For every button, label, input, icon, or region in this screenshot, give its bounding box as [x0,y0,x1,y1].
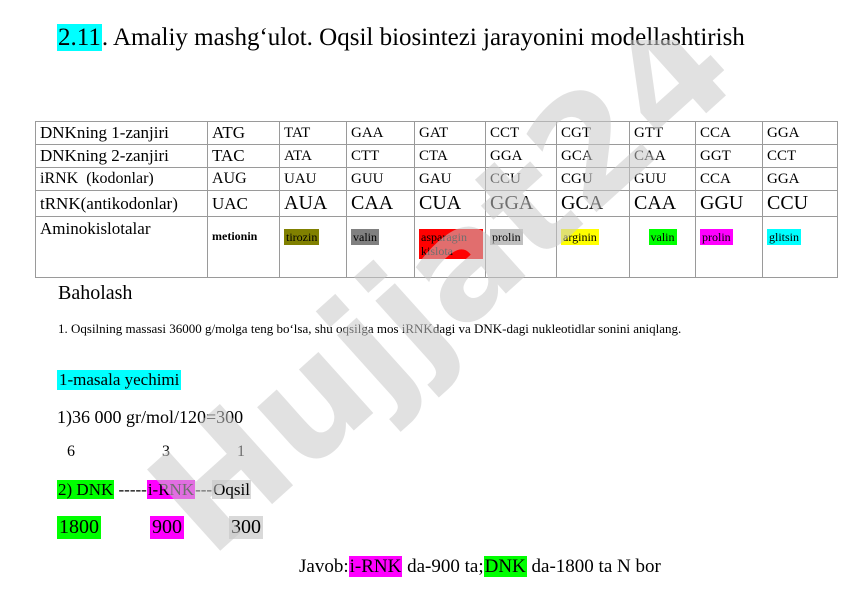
amino-label: asparagin kislota [419,229,483,259]
table-cell: AUG [207,167,280,191]
row-label: DNKning 1-zanjiri [35,121,208,145]
table-cell: GAA [346,121,415,145]
ratio-irnk: 3 [162,443,170,460]
table-cell: CCU [485,167,557,191]
chain-sep: ----- [114,480,147,499]
codon-table: DNKning 1-zanjiri ATG TAT GAA GAT CCT CG… [35,121,838,278]
amino-label: valin [351,229,379,245]
table-cell: GGA [485,190,557,217]
table-cell: GGA [485,144,557,168]
chain-oqsil: Oqsil [212,480,251,499]
calculation: 1)36 000 gr/mol/120=300 [57,407,244,427]
amino-label: tirozin [284,229,320,245]
chain-dnk: 2) DNK [57,480,115,499]
table-cell: CGU [556,167,630,191]
table-cell: GCA [556,144,630,168]
section-heading: Baholash [58,282,133,304]
chain-irnk: i-RNK [146,480,196,499]
table-cell: ATA [279,144,347,168]
amino-label: prolin [490,229,523,245]
row-label: DNKning 2-zanjiri [35,144,208,168]
table-row-trnk: tRNK(antikodonlar) UAC AUA CAA CUA GGA G… [35,190,838,217]
table-cell: CGT [556,121,630,145]
table-row-dnk1: DNKning 1-zanjiri ATG TAT GAA GAT CCT CG… [35,121,838,145]
amino-label: valin [648,229,677,245]
table-cell: CAA [629,144,696,168]
table-cell: GUU [629,167,696,191]
table-row-amino: Aminokislotalar metionin tirozin valin a… [35,216,838,278]
table-cell: GGA [762,121,838,145]
table-row-irnk: iRNK (kodonlar) AUG UAU GUU GAU CCU CGU … [35,167,838,191]
answer-mid: da-900 ta; [402,556,484,577]
answer-dnk: DNK [483,556,527,577]
question-text: 1. Oqsilning massasi 36000 g/molga teng … [58,321,682,336]
value-oqsil: 300 [229,516,263,539]
table-cell: CTT [346,144,415,168]
page-title: 2.11. Amaliy mashg‘ulot. Oqsil biosintez… [57,24,745,52]
table-cell: CCT [762,144,838,168]
table-cell: AUA [279,190,347,217]
table-cell: TAC [207,144,280,168]
table-cell: CCA [695,121,763,145]
table-cell: CAA [346,190,415,217]
table-cell: CCA [695,167,763,191]
amino-cell: valin [346,216,415,278]
table-cell: UAU [279,167,347,191]
table-cell: CCT [485,121,557,145]
section-number: 2.11 [57,24,102,51]
answer-prefix: Javob: [299,556,349,577]
row-label: Aminokislotalar [35,216,208,278]
solution-title: 1-masala yechimi [57,370,182,390]
chain-sep: --- [195,480,213,499]
table-cell: GGU [695,190,763,217]
table-cell: CUA [414,190,486,217]
answer-line: Javob:i-RNK da-900 ta;DNK da-1800 ta N b… [299,556,661,578]
answer-suffix: da-1800 ta N bor [526,556,661,577]
table-cell: GCA [556,190,630,217]
ratio-dnk: 6 [67,443,75,460]
amino-label: glitsin [767,229,802,245]
table-cell: GGT [695,144,763,168]
amino-label: prolin [700,229,733,245]
title-text: . Amaliy mashg‘ulot. Oqsil biosintezi ja… [101,24,745,51]
row-label: tRNK(antikodonlar) [35,190,208,217]
amino-cell: arginin [556,216,630,278]
table-cell: TAT [279,121,347,145]
table-cell: ATG [207,121,280,145]
table-cell: GTT [629,121,696,145]
chain-line: 2) DNK -----i-RNK---Oqsil [57,480,251,500]
amino-cell: asparagin kislota [414,216,486,278]
amino-cell: tirozin [279,216,347,278]
amino-cell: prolin [485,216,557,278]
table-cell: UAC [207,190,280,217]
table-cell: CTA [414,144,486,168]
value-dnk: 1800 [57,516,101,539]
table-cell: GAT [414,121,486,145]
answer-irnk: i-RNK [348,556,403,577]
table-cell: CAA [629,190,696,217]
table-cell: GUU [346,167,415,191]
ratio-oqsil: 1 [237,443,245,460]
row-label: iRNK (kodonlar) [35,167,208,191]
value-irnk: 900 [150,516,184,539]
amino-cell: glitsin [762,216,838,278]
amino-cell: prolin [695,216,763,278]
amino-cell-first: metionin [207,216,280,278]
table-row-dnk2: DNKning 2-zanjiri TAC ATA CTT CTA GGA GC… [35,144,838,168]
table-cell: GGA [762,167,838,191]
amino-cell: valin [629,216,696,278]
amino-label: arginin [561,229,599,245]
table-cell: CCU [762,190,838,217]
table-cell: GAU [414,167,486,191]
